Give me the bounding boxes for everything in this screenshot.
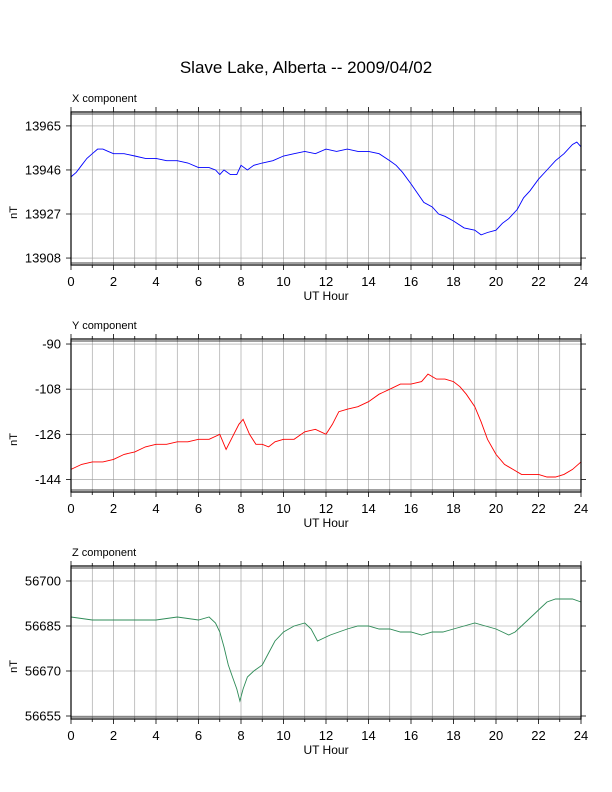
x-tick-label: 0 xyxy=(67,501,74,516)
x-tick-label: 10 xyxy=(276,274,290,289)
x-tick-label: 4 xyxy=(152,501,159,516)
x-tick-label: 0 xyxy=(67,728,74,743)
y-tick-label: 13946 xyxy=(25,162,61,177)
y-tick-label: -144 xyxy=(35,472,61,487)
x-tick-label: 14 xyxy=(361,728,375,743)
y-axis-label: nT xyxy=(8,433,20,446)
x-tick-label: 14 xyxy=(361,501,375,516)
x-tick-label: 8 xyxy=(237,728,244,743)
panel-z-component: 0 2 4 6 8 10 12 14 16 18 20 22 245665556670566855670… xyxy=(8,547,588,757)
x-tick-label: 24 xyxy=(574,501,588,516)
panel-x-component: 0 2 4 6 8 10 12 14 16 18 20 22 241390813927139461396… xyxy=(8,93,588,303)
x-tick-label: 8 xyxy=(237,274,244,289)
x-tick-label: 18 xyxy=(446,728,460,743)
x-tick-label: 16 xyxy=(404,501,418,516)
panel-title: X component xyxy=(72,93,137,105)
x-tick-label: 18 xyxy=(446,501,460,516)
y-tick-label: 56670 xyxy=(25,664,61,679)
x-tick-label: 10 xyxy=(276,728,290,743)
x-tick-label: 8 xyxy=(237,501,244,516)
x-tick-label: 12 xyxy=(319,728,333,743)
x-tick-label: 4 xyxy=(152,728,159,743)
x-tick-label: 2 xyxy=(110,728,117,743)
page-title: Slave Lake, Alberta -- 2009/04/02 xyxy=(179,58,433,77)
x-tick-label: 0 xyxy=(67,274,74,289)
x-tick-label: 2 xyxy=(110,501,117,516)
x-tick-label: 24 xyxy=(574,728,588,743)
x-tick-label: 20 xyxy=(489,728,503,743)
x-tick-label: 16 xyxy=(404,274,418,289)
x-tick-label: 6 xyxy=(195,274,202,289)
x-tick-label: 16 xyxy=(404,728,418,743)
panel-title: Y component xyxy=(72,320,137,332)
y-axis-label: nT xyxy=(8,660,20,673)
y-tick-label: 13927 xyxy=(25,207,61,222)
y-tick-label: 56685 xyxy=(25,619,61,634)
x-tick-label: 4 xyxy=(152,274,159,289)
x-tick-label: 6 xyxy=(195,728,202,743)
x-tick-label: 20 xyxy=(489,274,503,289)
y-tick-label: 13908 xyxy=(25,251,61,266)
x-tick-label: 12 xyxy=(319,501,333,516)
panel-title: Z component xyxy=(72,547,136,559)
y-tick-label: -108 xyxy=(35,382,61,397)
x-tick-label: 14 xyxy=(361,274,375,289)
x-axis-label: UT Hour xyxy=(303,289,348,303)
series-line xyxy=(70,373,582,478)
x-tick-label: 20 xyxy=(489,501,503,516)
x-tick-label: 10 xyxy=(276,501,290,516)
x-tick-label: 24 xyxy=(574,274,588,289)
x-axis-label: UT Hour xyxy=(303,516,348,530)
x-tick-label: 2 xyxy=(110,274,117,289)
y-axis-label: nT xyxy=(8,206,20,219)
x-tick-label: 22 xyxy=(531,728,545,743)
x-axis-label: UT Hour xyxy=(303,743,348,757)
y-tick-label: -90 xyxy=(42,337,61,352)
series-line xyxy=(70,598,582,703)
x-tick-label: 18 xyxy=(446,274,460,289)
x-tick-label: 22 xyxy=(531,274,545,289)
y-tick-label: -126 xyxy=(35,427,61,442)
series-line xyxy=(70,141,582,236)
x-tick-label: 6 xyxy=(195,501,202,516)
y-tick-label: 56700 xyxy=(25,574,61,589)
x-tick-label: 22 xyxy=(531,501,545,516)
x-tick-label: 12 xyxy=(319,274,333,289)
y-tick-label: 56655 xyxy=(25,709,61,724)
y-tick-label: 13965 xyxy=(25,118,61,133)
